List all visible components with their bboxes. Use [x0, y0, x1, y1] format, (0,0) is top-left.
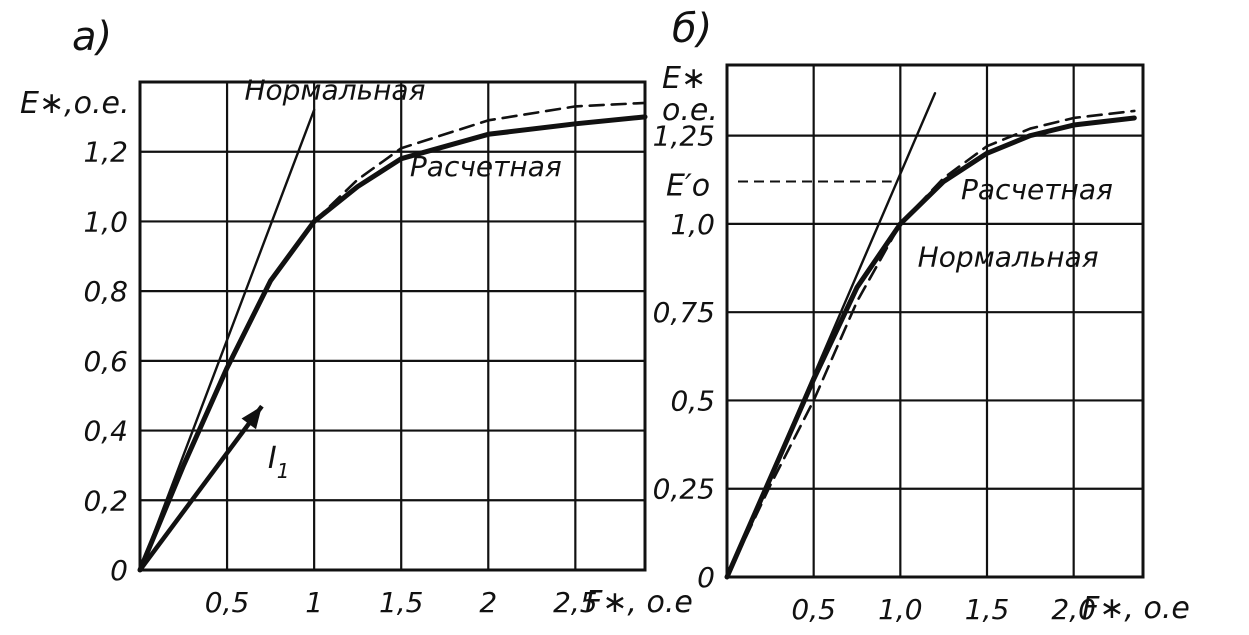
vector-i1-label: I1 [268, 441, 290, 483]
x-tick-label: 0,5 [791, 593, 836, 626]
y-tick-label: 0,75 [653, 296, 715, 329]
series-line-2 [725, 92, 937, 579]
y-tick-label: 0,25 [653, 473, 715, 506]
series-line-1 [725, 109, 1136, 579]
e0-label: E′o [666, 169, 710, 204]
y-axis-label: E∗,о.е. [20, 86, 130, 121]
series-line-0 [137, 114, 648, 573]
y-tick-label: 1,0 [670, 208, 715, 241]
y-tick-label: 1,0 [83, 205, 128, 238]
plot-frame [725, 63, 1145, 579]
y-tick-label: 0,6 [83, 345, 128, 378]
x-tick-label: 2 [479, 586, 497, 619]
y-tick-label: 1,2 [83, 136, 128, 169]
y-axis-label: E∗ [662, 61, 706, 96]
panel-label: а) [72, 14, 112, 60]
annotation-label: Нормальная [918, 240, 1099, 273]
y-tick-label: 0 [697, 561, 715, 594]
chart-panel-a: 0,5 1 1,5 2 2,5 0 0,2 0,4 0,6 0,8 1,0 1,2 а) E∗,о.е. F… [20, 14, 693, 620]
x-tick-label: 1,5 [379, 586, 424, 619]
chart-panel-b: 0,5 1,0 1,5 2,0 0 0,25 0,5 0,75 1,0 1,25 б) E∗о.е. F… [653, 6, 1190, 626]
x-tick-label: 0,5 [205, 586, 250, 619]
series-line-1 [312, 101, 647, 223]
x-axis-label: F∗, о.е [585, 585, 693, 620]
series-line-2 [138, 108, 316, 572]
vector-i1-shaft [138, 404, 264, 572]
x-tick-label: 1,0 [878, 593, 923, 626]
y-tick-label: 1,25 [653, 120, 715, 153]
x-tick-label: 2,0 [1051, 593, 1096, 626]
annotation-label: Расчетная [961, 173, 1113, 206]
annotation-label: Нормальная [244, 73, 425, 106]
y-tick-label: 0,5 [670, 384, 715, 417]
x-tick-label: 2,5 [553, 586, 598, 619]
y-tick-label: 0,4 [83, 415, 128, 448]
x-tick-label: 1,5 [965, 593, 1010, 626]
y-tick-label: 0,8 [83, 275, 128, 308]
x-axis-label: F∗, о.е [1082, 591, 1190, 626]
vector-i1-subscript: 1 [277, 459, 290, 483]
x-tick-label: 1 [305, 586, 323, 619]
y-tick-label: 0,2 [83, 484, 128, 517]
annotation-label: Расчетная [410, 150, 562, 183]
plot-frame [138, 80, 647, 572]
panel-label: б) [672, 6, 712, 52]
y-tick-label: 0 [110, 554, 128, 587]
y-axis-unit: о.е. [662, 93, 718, 128]
vector-i1-arrowhead [241, 406, 262, 430]
